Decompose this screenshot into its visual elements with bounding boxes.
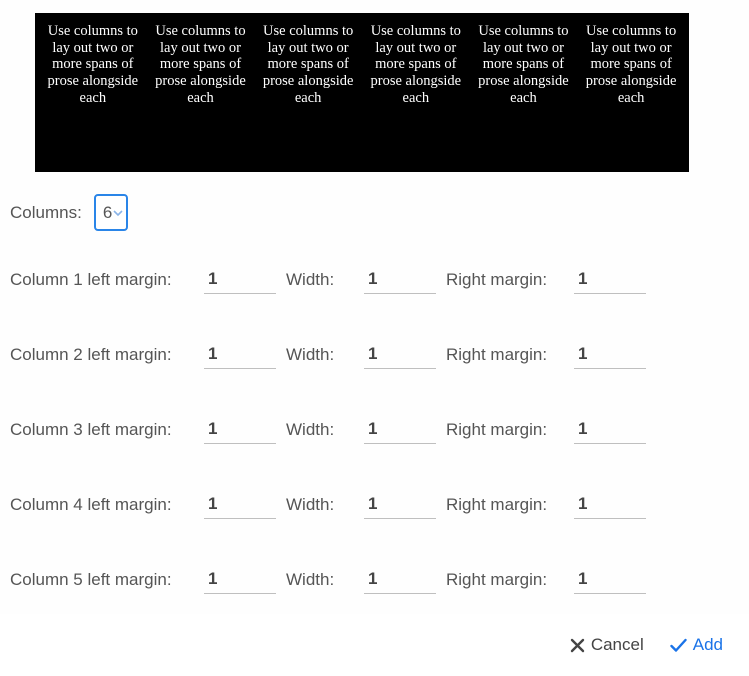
right-margin-label: Right margin: (446, 495, 574, 515)
right-margin-input[interactable] (574, 415, 646, 444)
preview-column: Use columns to lay out two or more spans… (154, 23, 246, 172)
columns-count-input[interactable] (94, 194, 128, 231)
width-label: Width: (286, 270, 364, 290)
right-margin-input[interactable] (574, 565, 646, 594)
width-input[interactable] (364, 340, 436, 369)
check-icon (670, 638, 687, 653)
column-setting-row: Column 5 left margin: Width: Right margin: (10, 565, 726, 594)
width-label: Width: (286, 420, 364, 440)
column-preview: Use columns to lay out two or more spans… (35, 13, 689, 172)
add-label: Add (693, 635, 723, 655)
width-input[interactable] (364, 415, 436, 444)
width-input[interactable] (364, 565, 436, 594)
left-margin-input[interactable] (204, 415, 276, 444)
columns-count-row: Columns: (10, 194, 726, 231)
left-margin-label: Column 1 left margin: (10, 270, 204, 290)
right-margin-label: Right margin: (446, 570, 574, 590)
left-margin-label: Column 4 left margin: (10, 495, 204, 515)
column-setting-row: Column 3 left margin: Width: Right margin: (10, 415, 726, 444)
right-margin-label: Right margin: (446, 270, 574, 290)
cancel-label: Cancel (591, 635, 644, 655)
cancel-button[interactable]: Cancel (570, 635, 644, 655)
right-margin-input[interactable] (574, 490, 646, 519)
width-label: Width: (286, 570, 364, 590)
left-margin-label: Column 5 left margin: (10, 570, 204, 590)
right-margin-input[interactable] (574, 265, 646, 294)
right-margin-input[interactable] (574, 340, 646, 369)
width-input[interactable] (364, 490, 436, 519)
column-setting-row: Column 1 left margin: Width: Right margin: (10, 265, 726, 294)
columns-label: Columns: (10, 203, 82, 223)
width-label: Width: (286, 495, 364, 515)
preview-column: Use columns to lay out two or more spans… (370, 23, 462, 172)
preview-column: Use columns to lay out two or more spans… (47, 23, 139, 172)
dialog-footer: Cancel Add (0, 614, 749, 676)
left-margin-label: Column 2 left margin: (10, 345, 204, 365)
preview-column: Use columns to lay out two or more spans… (262, 23, 354, 172)
column-settings-list: Column 1 left margin: Width: Right margin:… (10, 265, 726, 594)
width-label: Width: (286, 345, 364, 365)
add-button[interactable]: Add (670, 635, 723, 655)
column-setting-row: Column 4 left margin: Width: Right margin: (10, 490, 726, 519)
width-input[interactable] (364, 265, 436, 294)
left-margin-input[interactable] (204, 565, 276, 594)
left-margin-label: Column 3 left margin: (10, 420, 204, 440)
close-icon (570, 638, 585, 653)
left-margin-input[interactable] (204, 265, 276, 294)
column-setting-row: Column 2 left margin: Width: Right margin: (10, 340, 726, 369)
right-margin-label: Right margin: (446, 345, 574, 365)
preview-column: Use columns to lay out two or more spans… (585, 23, 677, 172)
left-margin-input[interactable] (204, 340, 276, 369)
left-margin-input[interactable] (204, 490, 276, 519)
dialog-scroll-area[interactable]: Use columns to lay out two or more spans… (0, 0, 732, 596)
right-margin-label: Right margin: (446, 420, 574, 440)
preview-column: Use columns to lay out two or more spans… (477, 23, 569, 172)
